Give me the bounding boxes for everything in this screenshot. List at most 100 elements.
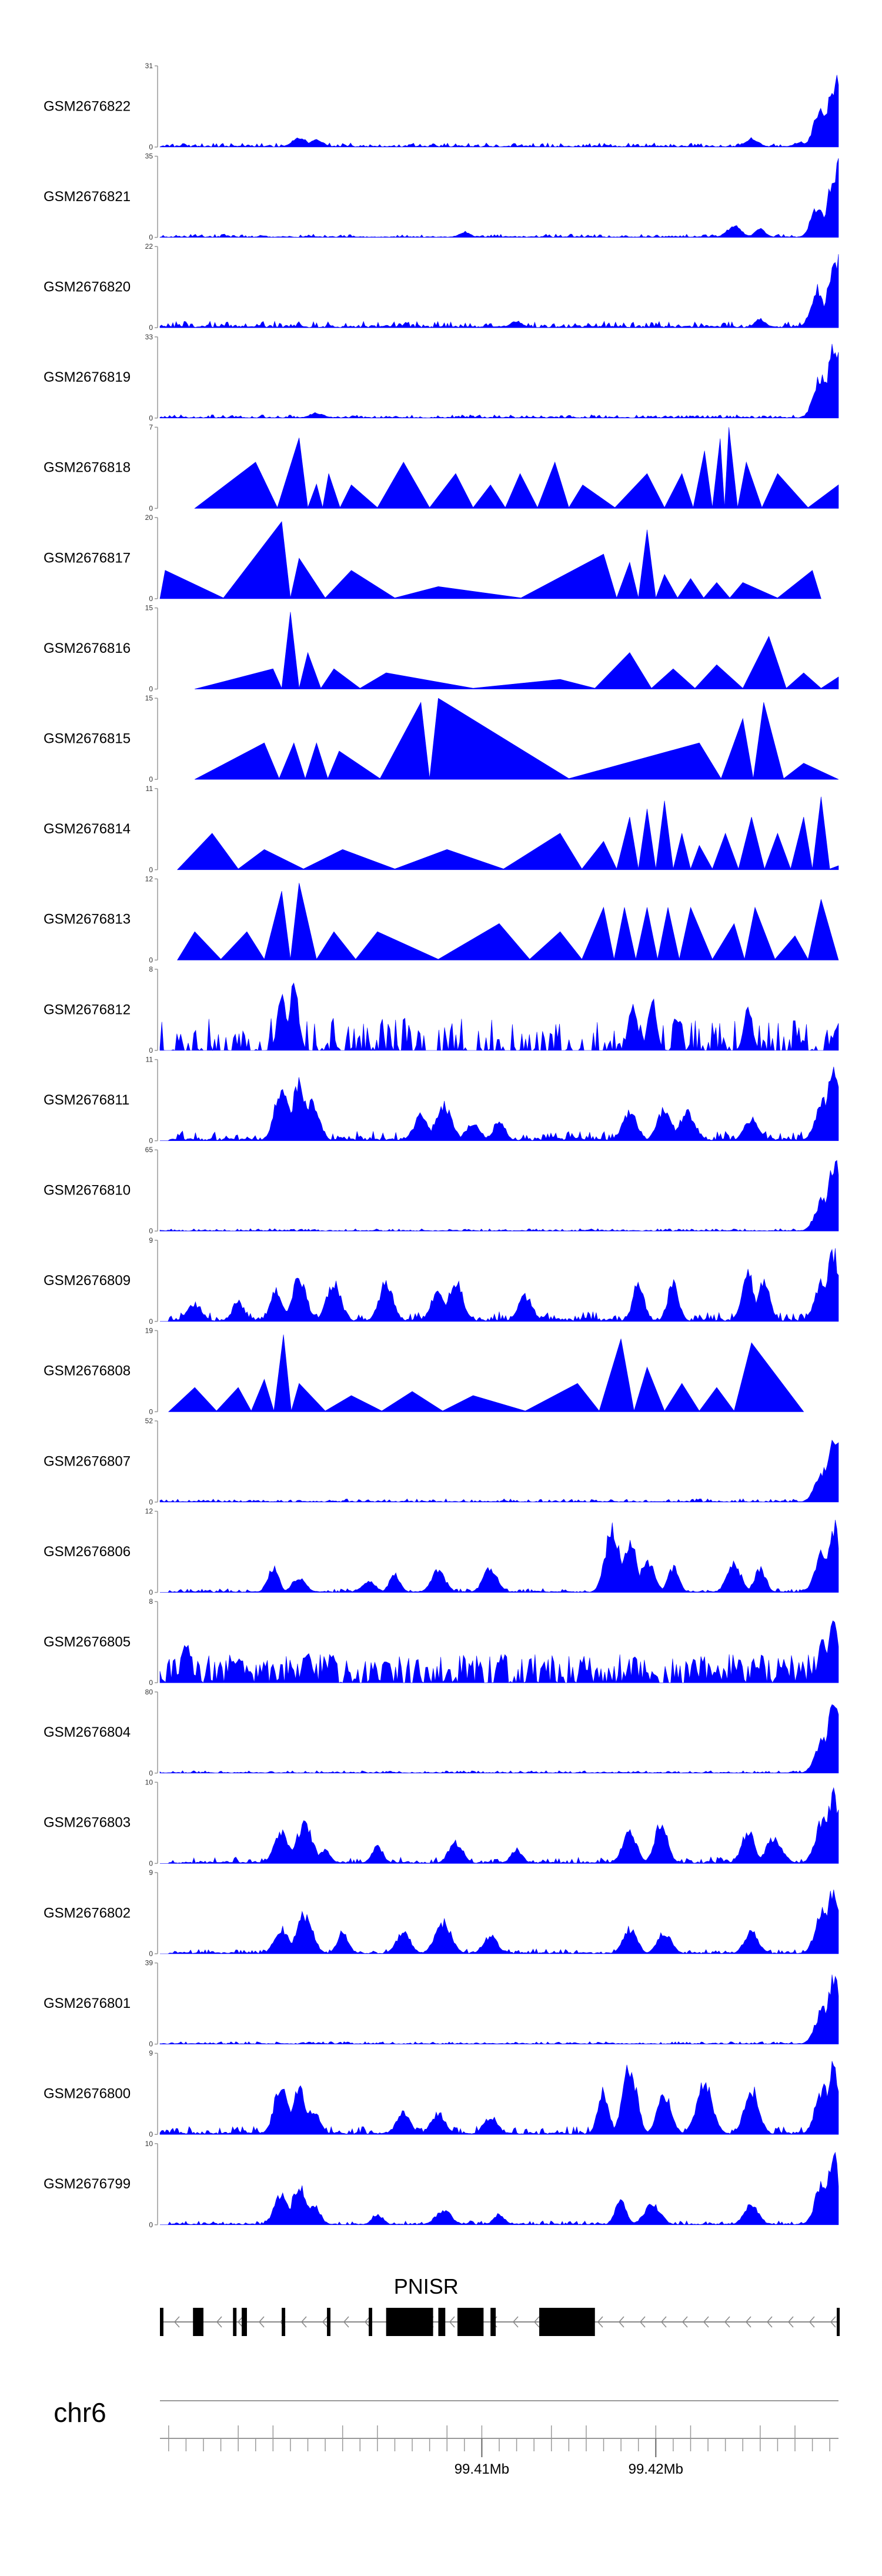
strand-arrow xyxy=(639,2316,646,2328)
exon-block xyxy=(233,2308,237,2336)
coverage-area xyxy=(194,427,839,509)
coverage-area xyxy=(159,1974,839,2044)
y-max-label: 8 xyxy=(149,965,153,973)
exon-block xyxy=(386,2308,433,2336)
y-max-label: 7 xyxy=(149,423,153,431)
axis-coordinate-label: 99.41Mb xyxy=(455,2461,509,2477)
y-max-label: 52 xyxy=(145,1417,153,1425)
y-max-label: 11 xyxy=(146,785,153,793)
track-GSM2676818: GSM2676818 7 0 xyxy=(44,423,839,512)
track-GSM2676805: GSM2676805 8 0 xyxy=(44,1597,839,1687)
track-GSM2676812: GSM2676812 8 0 xyxy=(44,965,839,1055)
track-GSM2676803: GSM2676803 10 0 xyxy=(44,1778,839,1867)
y-max-label: 22 xyxy=(145,242,153,251)
y-zero-label: 0 xyxy=(149,504,153,512)
track-GSM2676808: GSM2676808 19 0 xyxy=(44,1326,804,1416)
exon-block xyxy=(438,2308,446,2336)
coverage-area xyxy=(159,1704,839,1774)
y-max-label: 9 xyxy=(149,1236,153,1244)
strand-arrow xyxy=(681,2316,688,2328)
axis-coordinate-label: 99.42Mb xyxy=(629,2461,683,2477)
coverage-area xyxy=(159,521,821,599)
strand-arrow xyxy=(830,2316,836,2328)
track-label: GSM2676808 xyxy=(44,1363,131,1379)
strand-arrow xyxy=(300,2316,307,2328)
strand-arrow xyxy=(343,2316,349,2328)
track-GSM2676817: GSM2676817 20 0 xyxy=(44,513,821,603)
track-label: GSM2676807 xyxy=(44,1453,131,1469)
exon-block xyxy=(193,2308,203,2336)
exon-block xyxy=(539,2308,595,2336)
y-zero-label: 0 xyxy=(149,414,153,422)
track-label: GSM2676806 xyxy=(44,1544,131,1560)
y-zero-label: 0 xyxy=(149,1769,153,1777)
y-zero-label: 0 xyxy=(149,143,153,151)
track-GSM2676816: GSM2676816 15 0 xyxy=(44,604,839,693)
y-zero-label: 0 xyxy=(149,2130,153,2138)
gene-name-label: PNISR xyxy=(394,2274,459,2298)
strand-arrow xyxy=(449,2316,455,2328)
y-max-label: 10 xyxy=(145,2140,153,2148)
coverage-area xyxy=(160,1787,839,1864)
coverage-area xyxy=(160,1520,839,1593)
y-zero-label: 0 xyxy=(149,1137,153,1145)
y-zero-label: 0 xyxy=(149,1407,153,1416)
track-GSM2676807: GSM2676807 52 0 xyxy=(44,1417,839,1506)
y-max-label: 15 xyxy=(145,604,153,612)
track-GSM2676800: GSM2676800 9 0 xyxy=(44,2049,839,2138)
y-max-label: 9 xyxy=(149,1868,153,1877)
coverage-area xyxy=(159,982,839,1052)
coverage-area xyxy=(168,1334,804,1412)
track-label: GSM2676812 xyxy=(44,1002,131,1017)
track-GSM2676802: GSM2676802 9 0 xyxy=(44,1868,839,1958)
track-GSM2676819: GSM2676819 33 0 xyxy=(44,333,839,422)
y-zero-label: 0 xyxy=(149,1227,153,1235)
track-GSM2676804: GSM2676804 80 0 xyxy=(44,1688,839,1777)
track-label: GSM2676804 xyxy=(44,1724,131,1740)
y-max-label: 35 xyxy=(145,152,153,161)
y-max-label: 39 xyxy=(145,1959,153,1967)
y-zero-label: 0 xyxy=(149,595,153,603)
exon-block xyxy=(369,2308,372,2336)
exon-block xyxy=(837,2308,840,2336)
track-label: GSM2676810 xyxy=(44,1183,131,1199)
coverage-area xyxy=(159,254,839,328)
track-label: GSM2676799 xyxy=(44,2176,131,2192)
strand-arrow xyxy=(173,2316,180,2328)
coverage-area xyxy=(195,612,839,689)
strand-arrow xyxy=(745,2316,751,2328)
track-GSM2676822: GSM2676822 31 0 xyxy=(44,62,839,151)
strand-arrow xyxy=(364,2316,370,2328)
coverage-area xyxy=(159,343,839,419)
coverage-area xyxy=(177,883,839,960)
y-max-label: 11 xyxy=(146,1056,153,1064)
y-zero-label: 0 xyxy=(149,1317,153,1326)
strand-arrow xyxy=(258,2316,265,2328)
track-GSM2676801: GSM2676801 39 0 xyxy=(44,1959,839,2048)
track-label: GSM2676814 xyxy=(44,821,131,837)
track-label: GSM2676813 xyxy=(44,912,131,927)
y-zero-label: 0 xyxy=(149,1859,153,1867)
track-label: GSM2676811 xyxy=(44,1092,129,1108)
track-label: GSM2676816 xyxy=(44,640,131,656)
y-zero-label: 0 xyxy=(149,2221,153,2229)
y-max-label: 80 xyxy=(145,1688,153,1696)
track-GSM2676814: GSM2676814 11 0 xyxy=(44,785,839,874)
track-label: GSM2676821 xyxy=(44,189,131,205)
genome-axis: chr6 99.41Mb 99.42Mb xyxy=(54,2397,838,2477)
chromosome-label: chr6 xyxy=(54,2397,106,2428)
y-max-label: 12 xyxy=(145,875,153,883)
y-max-label: 33 xyxy=(145,333,153,341)
track-label: GSM2676809 xyxy=(44,1273,131,1289)
coverage-area xyxy=(176,796,839,870)
track-label: GSM2676817 xyxy=(44,550,131,566)
exon-block xyxy=(242,2308,247,2336)
track-label: GSM2676803 xyxy=(44,1815,131,1831)
track-label: GSM2676802 xyxy=(44,1905,131,1921)
track-GSM2676813: GSM2676813 12 0 xyxy=(44,875,839,964)
y-zero-label: 0 xyxy=(149,1679,153,1687)
track-label: GSM2676815 xyxy=(44,731,131,747)
strand-arrow xyxy=(703,2316,709,2328)
coverage-area xyxy=(159,1620,839,1683)
